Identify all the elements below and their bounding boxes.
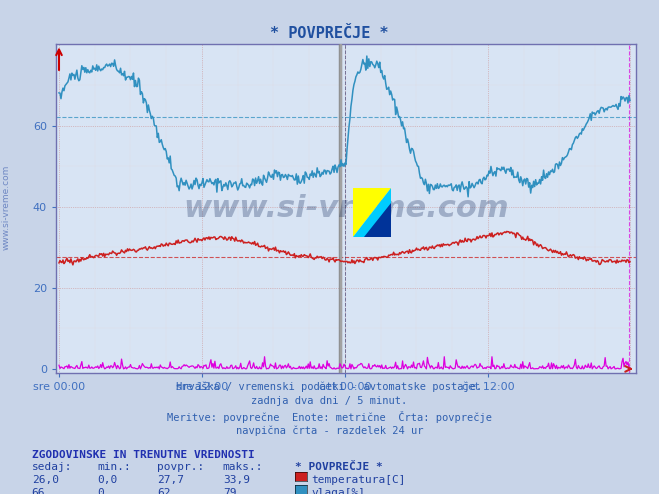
Text: maks.:: maks.: xyxy=(223,462,263,472)
Text: * POVPREČJE *: * POVPREČJE * xyxy=(295,462,383,472)
Text: * POVPREČJE *: * POVPREČJE * xyxy=(270,26,389,41)
Text: 0,0: 0,0 xyxy=(98,475,118,485)
Text: povpr.:: povpr.: xyxy=(157,462,204,472)
Polygon shape xyxy=(353,188,391,238)
Text: vlaga[%]: vlaga[%] xyxy=(312,488,366,494)
Text: temperatura[C]: temperatura[C] xyxy=(312,475,406,485)
Text: min.:: min.: xyxy=(98,462,131,472)
Text: 33,9: 33,9 xyxy=(223,475,250,485)
Text: 66: 66 xyxy=(32,488,45,494)
Text: ZGODOVINSKE IN TRENUTNE VREDNOSTI: ZGODOVINSKE IN TRENUTNE VREDNOSTI xyxy=(32,450,254,459)
Text: 79: 79 xyxy=(223,488,236,494)
Text: 26,0: 26,0 xyxy=(32,475,59,485)
Text: navpična črta - razdelek 24 ur: navpična črta - razdelek 24 ur xyxy=(236,426,423,436)
Text: zadnja dva dni / 5 minut.: zadnja dva dni / 5 minut. xyxy=(251,396,408,406)
Text: 27,7: 27,7 xyxy=(157,475,184,485)
Text: 0: 0 xyxy=(98,488,104,494)
Text: www.si-vreme.com: www.si-vreme.com xyxy=(2,165,11,250)
Text: Hrvaška / vremenski podatki - avtomatske postaje.: Hrvaška / vremenski podatki - avtomatske… xyxy=(177,381,482,392)
Text: Meritve: povprečne  Enote: metrične  Črta: povprečje: Meritve: povprečne Enote: metrične Črta:… xyxy=(167,411,492,423)
Polygon shape xyxy=(353,188,391,238)
Text: www.si-vreme.com: www.si-vreme.com xyxy=(183,194,509,223)
Text: 62: 62 xyxy=(157,488,170,494)
Polygon shape xyxy=(364,203,391,238)
Text: sedaj:: sedaj: xyxy=(32,462,72,472)
